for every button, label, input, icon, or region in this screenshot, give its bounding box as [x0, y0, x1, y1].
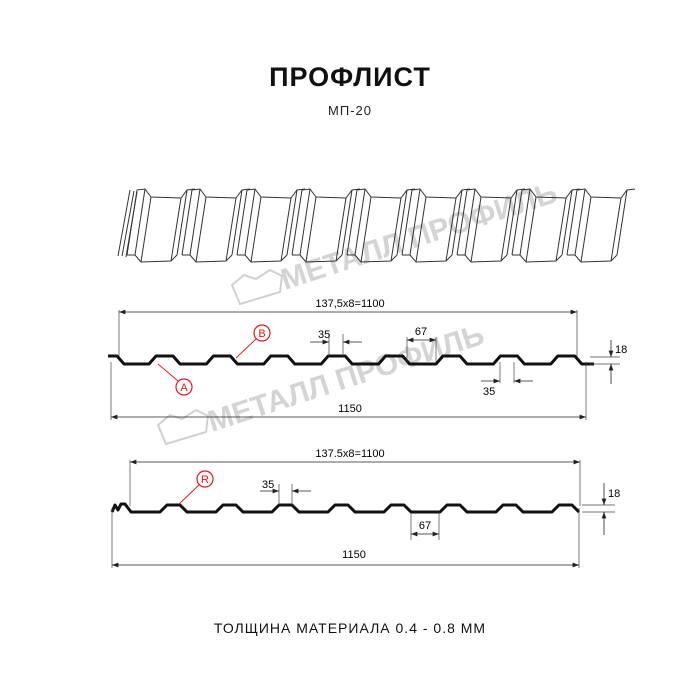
profile-b: 137.5x8=1100 1150 35 67 18 R [110, 448, 620, 568]
profile-a-line [108, 354, 594, 366]
watermark-1: МЕТАЛЛ ПРОФИЛЬ [230, 176, 561, 306]
marker-a [175, 378, 193, 396]
watermark-logo-icon [156, 408, 210, 446]
watermark-logo-icon [230, 268, 284, 306]
profile-b-line [110, 502, 581, 514]
valley-label: 67 [419, 520, 431, 532]
watermark-text: МЕТАЛЛ ПРОФИЛЬ [204, 318, 488, 438]
sheet-3d-view [117, 188, 636, 263]
width-label: 1150 [338, 403, 362, 415]
height-label: 18 [608, 488, 620, 500]
marker-r [196, 470, 214, 488]
marker-b-label: B [258, 328, 265, 340]
marker-r-label: R [201, 474, 209, 486]
pitch-label: 137,5x8=1100 [315, 298, 384, 310]
rib-top-label: 35 [262, 479, 274, 491]
rib-top-label: 35 [318, 329, 330, 341]
valley-label: 67 [415, 326, 427, 338]
marker-b [253, 324, 271, 342]
model-subtitle: МП-20 [328, 103, 372, 118]
profile-a: 137,5x8=1100 1150 35 67 35 18 B [108, 298, 627, 420]
rib-bottom-label: 35 [483, 386, 495, 398]
width-label: 1150 [342, 549, 366, 561]
height-label: 18 [615, 344, 627, 356]
marker-a-label: A [180, 382, 188, 394]
pitch-label: 137.5x8=1100 [315, 448, 384, 460]
page-title: ПРОФЛИСТ [269, 62, 431, 92]
thickness-note: ТОЛЩИНА МАТЕРИАЛА 0.4 - 0.8 ММ [213, 620, 487, 636]
